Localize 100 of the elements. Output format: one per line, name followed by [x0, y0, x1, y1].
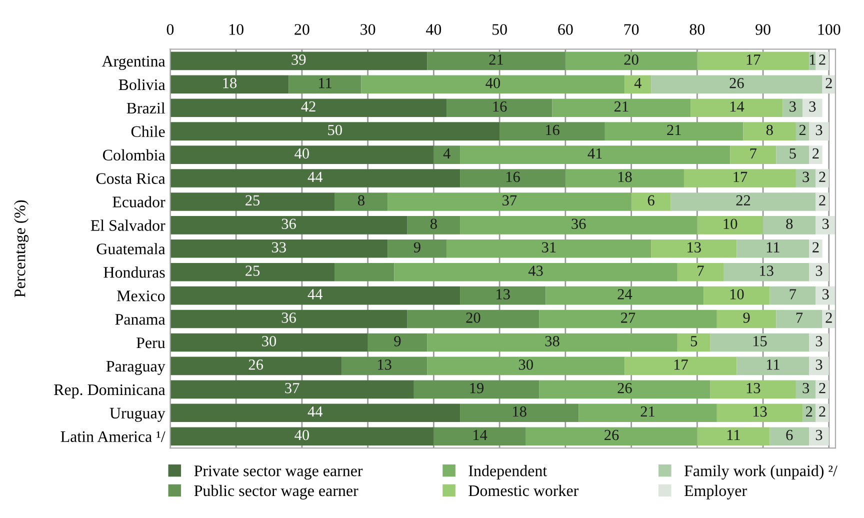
- data-label: 10: [724, 218, 738, 229]
- data-label: 7: [796, 312, 803, 323]
- bar: [716, 310, 776, 328]
- bar: [170, 286, 460, 305]
- bar: [446, 239, 652, 258]
- bar: [770, 286, 816, 305]
- bar: [776, 146, 810, 164]
- y-tick-label: Panama: [115, 314, 166, 325]
- data-label: 25: [246, 195, 260, 206]
- bar: [526, 427, 698, 446]
- x-tick-label: 40: [426, 24, 442, 35]
- data-label: 21: [614, 101, 628, 112]
- data-label: 13: [746, 382, 760, 394]
- bar: [809, 333, 829, 352]
- bar: [368, 333, 428, 352]
- bar: [816, 169, 829, 188]
- data-label: 37: [285, 382, 300, 394]
- data-label: 3: [802, 382, 810, 394]
- bar: [361, 75, 625, 94]
- data-label: 40: [294, 430, 310, 440]
- bar: [341, 356, 428, 376]
- data-label: 11: [318, 78, 332, 88]
- y-tick-label: Mexico: [117, 290, 165, 302]
- bar: [170, 98, 447, 118]
- bar: [697, 52, 810, 70]
- data-label: 9: [414, 242, 420, 252]
- bar: [631, 192, 671, 211]
- data-label: 22: [736, 195, 750, 206]
- data-label: 21: [489, 54, 503, 65]
- data-label: 6: [786, 430, 793, 440]
- data-label: 9: [743, 312, 750, 323]
- data-label: 3: [822, 218, 829, 229]
- data-label: 17: [746, 54, 760, 65]
- data-label: 31: [542, 242, 556, 252]
- bar: [334, 262, 394, 282]
- bar: [460, 404, 579, 422]
- bar: [170, 310, 408, 328]
- bar: [334, 192, 388, 211]
- bar: [736, 239, 810, 258]
- y-tick-label: El Salvador: [90, 220, 166, 231]
- data-label: 43: [528, 266, 543, 276]
- data-label: 6: [648, 195, 654, 206]
- data-label: 13: [760, 266, 774, 276]
- data-label: 14: [730, 101, 744, 112]
- bar: [624, 356, 737, 376]
- bar: [677, 333, 710, 352]
- data-label: 16: [546, 124, 560, 136]
- bar: [446, 98, 552, 118]
- bar: [763, 216, 816, 234]
- data-label: 8: [786, 218, 793, 229]
- legend-label: Family work (unpaid) ²/: [684, 465, 838, 480]
- bar: [710, 380, 796, 399]
- data-label: 13: [496, 289, 510, 300]
- bar: [565, 52, 698, 70]
- y-tick-label: Rep. Dominicana: [54, 384, 166, 398]
- data-label: 15: [753, 336, 767, 346]
- y-tick-label: Paraguay: [106, 361, 166, 375]
- x-tick-label: 50: [492, 24, 507, 35]
- bar: [407, 216, 460, 234]
- legend-label: Employer: [684, 484, 747, 500]
- bar: [796, 169, 816, 188]
- y-tick-label: Honduras: [104, 266, 165, 278]
- bar: [743, 122, 796, 140]
- bar: [809, 239, 822, 258]
- bar: [816, 404, 829, 422]
- bar: [624, 75, 652, 94]
- x-tick-label: 100: [818, 24, 840, 35]
- bar: [170, 146, 434, 164]
- data-label: 26: [604, 430, 619, 440]
- data-label: 3: [822, 289, 829, 300]
- data-label: 18: [223, 78, 237, 88]
- data-label: 4: [634, 78, 642, 88]
- data-label: 25: [246, 266, 260, 276]
- bar: [565, 169, 684, 188]
- data-label: 30: [262, 336, 276, 346]
- bar: [816, 286, 836, 305]
- data-label: 11: [766, 242, 780, 252]
- bar: [170, 122, 500, 140]
- bar: [170, 262, 335, 282]
- y-tick-label: Colombia: [103, 149, 166, 160]
- data-label: 2: [812, 148, 819, 158]
- data-label: 13: [753, 406, 767, 417]
- data-label: 16: [506, 172, 520, 182]
- bar: [552, 98, 691, 118]
- y-tick-label: Guatemala: [96, 243, 166, 254]
- data-label: 26: [618, 382, 632, 394]
- bar: [724, 262, 810, 282]
- data-label: 8: [430, 218, 437, 229]
- bar: [697, 216, 764, 234]
- bar: [816, 52, 829, 70]
- bar: [770, 427, 810, 446]
- y-tick-label: Chile: [131, 126, 165, 138]
- bar: [684, 169, 796, 188]
- data-label: 2: [819, 54, 826, 65]
- bar: [802, 404, 816, 422]
- data-label: 37: [502, 195, 517, 206]
- bar: [782, 98, 803, 118]
- bar: [500, 122, 605, 140]
- bar: [170, 356, 342, 376]
- bar: [796, 122, 810, 140]
